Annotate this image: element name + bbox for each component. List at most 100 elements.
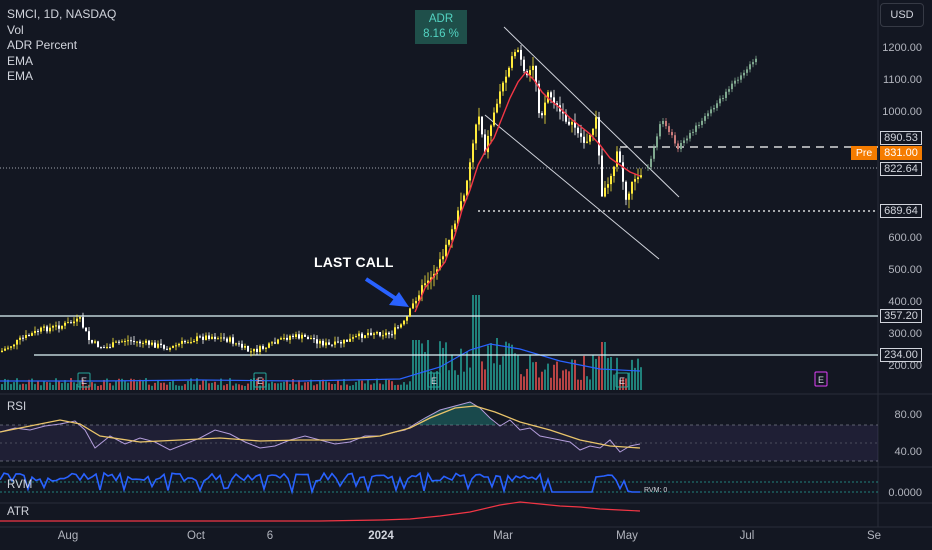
volume-bar bbox=[283, 381, 285, 390]
candle-body bbox=[460, 201, 462, 211]
volume-bar bbox=[286, 380, 288, 390]
volume-bar bbox=[376, 378, 378, 390]
volume-bar bbox=[190, 378, 192, 390]
projected-body bbox=[737, 79, 739, 81]
projected-path bbox=[647, 55, 757, 171]
indicator-vol[interactable]: Vol bbox=[7, 22, 24, 37]
volume-bar bbox=[583, 355, 585, 390]
candle-body bbox=[241, 343, 243, 348]
volume-bar bbox=[235, 383, 237, 390]
time-label: Aug bbox=[57, 530, 79, 542]
volume-bar bbox=[589, 379, 591, 390]
volume-bar bbox=[169, 381, 171, 390]
time-label: Mar bbox=[493, 530, 513, 542]
candle-body bbox=[118, 341, 120, 343]
volume-bar bbox=[247, 383, 249, 390]
candle-body bbox=[250, 351, 252, 353]
volume-bar bbox=[418, 340, 420, 390]
candle-body bbox=[61, 325, 63, 329]
candle-body bbox=[574, 121, 576, 128]
rsi-ma-line bbox=[0, 405, 641, 449]
currency-button[interactable]: USD bbox=[880, 3, 924, 27]
rsi-label[interactable]: RSI bbox=[7, 401, 27, 413]
volume-bar bbox=[586, 376, 588, 390]
candle-body bbox=[25, 335, 27, 339]
candle-body bbox=[58, 325, 60, 329]
candle-body bbox=[634, 179, 636, 182]
volume-bar bbox=[100, 385, 102, 390]
volume-bar bbox=[160, 382, 162, 390]
volume-bar bbox=[601, 342, 603, 390]
volume-bar bbox=[499, 364, 501, 390]
volume-bar bbox=[133, 379, 135, 390]
volume-bar bbox=[457, 374, 459, 390]
indicator-ema-2[interactable]: EMA bbox=[7, 69, 34, 83]
volume-bar bbox=[520, 374, 522, 390]
candle-body bbox=[397, 327, 399, 329]
candle-body bbox=[205, 335, 207, 340]
volume-bar bbox=[511, 344, 513, 390]
volume-bar bbox=[451, 354, 453, 390]
volume-bar bbox=[121, 378, 123, 390]
volume-bar bbox=[187, 380, 189, 390]
volume-bar bbox=[316, 384, 318, 390]
candle-body bbox=[247, 346, 249, 352]
volume-bar bbox=[76, 383, 78, 390]
volume-bar bbox=[259, 385, 261, 390]
candle-body bbox=[226, 338, 228, 342]
volume-bar bbox=[565, 369, 567, 390]
candle-body bbox=[511, 56, 513, 68]
volume-bar bbox=[139, 379, 141, 390]
candle-body bbox=[244, 346, 246, 348]
rvm-label[interactable]: RVM bbox=[7, 479, 33, 491]
candle-body bbox=[280, 338, 282, 340]
volume-bar bbox=[454, 370, 456, 390]
candle-body bbox=[46, 326, 48, 332]
candle-body bbox=[64, 322, 66, 326]
candle-body bbox=[625, 181, 627, 200]
candle-body bbox=[28, 335, 30, 337]
candle-body bbox=[556, 103, 558, 106]
volume-bar bbox=[103, 379, 105, 390]
volume-bar bbox=[463, 371, 465, 390]
candle-body bbox=[130, 340, 132, 342]
volume-bar bbox=[130, 378, 132, 390]
volume-bar bbox=[94, 383, 96, 390]
projected-body bbox=[713, 107, 715, 110]
earnings-marker bbox=[814, 371, 828, 387]
candle-body bbox=[622, 162, 624, 182]
candle-body bbox=[382, 335, 384, 337]
candle-body bbox=[40, 327, 42, 332]
candle-body bbox=[259, 346, 261, 352]
indicator-adr[interactable]: ADR Percent bbox=[7, 38, 78, 52]
candle-body bbox=[406, 316, 408, 321]
candle-body bbox=[166, 348, 168, 350]
candle-body bbox=[385, 332, 387, 336]
volume-bar bbox=[544, 369, 546, 390]
volume-bar bbox=[268, 383, 270, 390]
candle-body bbox=[214, 336, 216, 339]
indicator-ema-1[interactable]: EMA bbox=[7, 53, 34, 68]
candle-body bbox=[418, 295, 420, 301]
volume-bar bbox=[10, 384, 12, 390]
candle-body bbox=[70, 322, 72, 324]
volume-bar bbox=[532, 362, 534, 390]
volume-bar bbox=[466, 351, 468, 390]
volume-bar bbox=[322, 379, 324, 390]
volume-bar bbox=[592, 355, 594, 390]
symbol-label[interactable]: SMCI, 1D, NASDAQ bbox=[7, 7, 117, 21]
candle-body bbox=[400, 324, 402, 328]
price-candles bbox=[1, 45, 642, 357]
atr-label[interactable]: ATR bbox=[7, 506, 30, 518]
candle-body bbox=[520, 49, 522, 60]
candle-body bbox=[235, 343, 237, 345]
volume-bar bbox=[373, 383, 375, 390]
volume-bar bbox=[394, 385, 396, 390]
volume-bar bbox=[307, 382, 309, 390]
candle-body bbox=[364, 335, 366, 338]
volume-bar bbox=[415, 340, 417, 390]
projected-body bbox=[728, 89, 730, 92]
candle-body bbox=[31, 333, 33, 336]
